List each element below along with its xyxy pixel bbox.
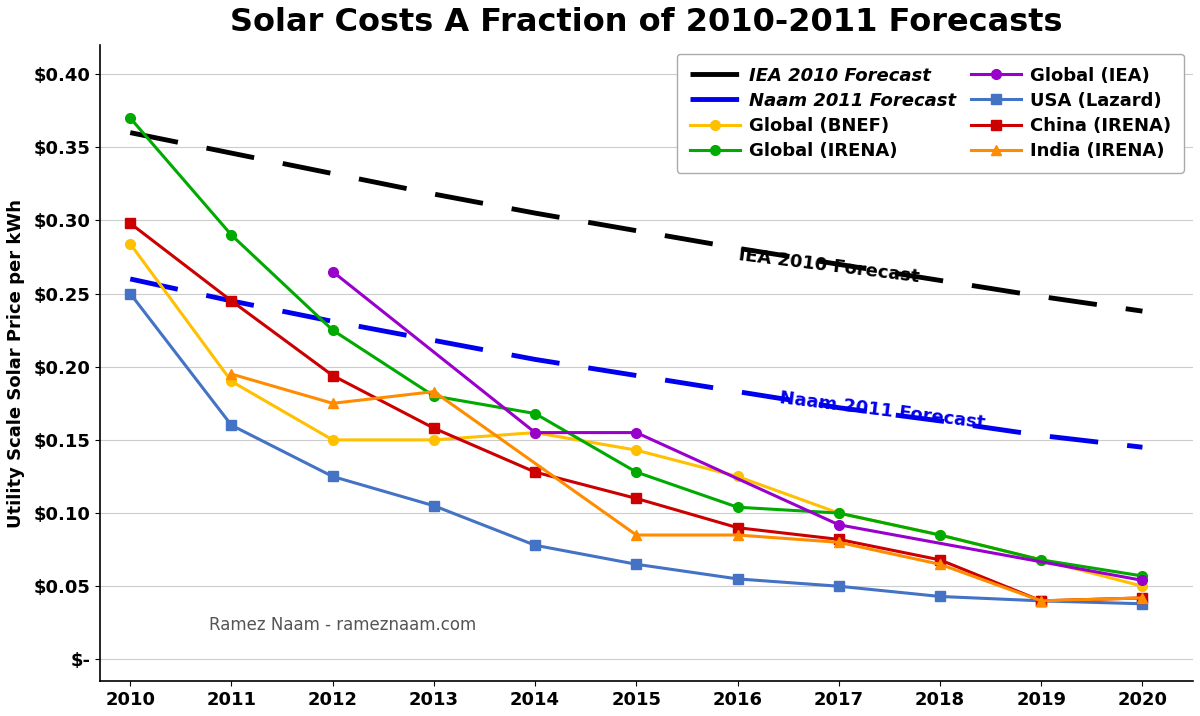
Global (IRENA)	[325, 326, 340, 334]
Naam 2011 Forecast	[427, 336, 442, 344]
Line: Naam 2011 Forecast: Naam 2011 Forecast	[131, 279, 1142, 448]
Global (BNEF)	[629, 446, 643, 455]
Global (IEA)	[629, 428, 643, 437]
Global (IRENA)	[528, 410, 542, 418]
Line: China (IRENA): China (IRENA)	[125, 218, 1147, 606]
Naam 2011 Forecast	[325, 317, 340, 326]
China (IRENA)	[932, 556, 947, 564]
Global (IRENA)	[427, 392, 442, 400]
USA (Lazard)	[731, 575, 745, 584]
China (IRENA)	[124, 219, 138, 228]
IEA 2010 Forecast	[731, 244, 745, 253]
IEA 2010 Forecast	[124, 128, 138, 137]
Text: Naam 2011 Forecast: Naam 2011 Forecast	[778, 389, 985, 432]
Global (IEA)	[325, 267, 340, 276]
Naam 2011 Forecast	[1135, 443, 1150, 452]
Naam 2011 Forecast	[124, 275, 138, 284]
Global (BNEF)	[224, 377, 239, 386]
China (IRENA)	[731, 523, 745, 532]
Global (IRENA)	[124, 114, 138, 122]
China (IRENA)	[528, 468, 542, 476]
Global (BNEF)	[528, 428, 542, 437]
Naam 2011 Forecast	[629, 371, 643, 379]
Global (IEA)	[528, 428, 542, 437]
Global (BNEF)	[1034, 556, 1049, 564]
Line: USA (Lazard): USA (Lazard)	[125, 289, 1147, 609]
USA (Lazard)	[124, 289, 138, 298]
Line: Global (IEA): Global (IEA)	[328, 267, 1147, 585]
Title: Solar Costs A Fraction of 2010-2011 Forecasts: Solar Costs A Fraction of 2010-2011 Fore…	[230, 7, 1063, 38]
Global (BNEF)	[124, 240, 138, 248]
Global (IEA)	[1135, 576, 1150, 585]
USA (Lazard)	[224, 421, 239, 430]
IEA 2010 Forecast	[1034, 292, 1049, 301]
IEA 2010 Forecast	[528, 209, 542, 218]
India (IRENA)	[932, 560, 947, 569]
USA (Lazard)	[325, 472, 340, 480]
China (IRENA)	[427, 424, 442, 432]
Text: Ramez Naam - rameznaam.com: Ramez Naam - rameznaam.com	[209, 616, 476, 634]
IEA 2010 Forecast	[224, 149, 239, 158]
China (IRENA)	[1135, 594, 1150, 602]
IEA 2010 Forecast	[1135, 307, 1150, 316]
Line: IEA 2010 Forecast: IEA 2010 Forecast	[131, 132, 1142, 311]
India (IRENA)	[224, 369, 239, 378]
India (IRENA)	[832, 538, 846, 546]
China (IRENA)	[1034, 596, 1049, 605]
Line: Global (IRENA): Global (IRENA)	[125, 113, 1147, 581]
Global (BNEF)	[932, 531, 947, 539]
IEA 2010 Forecast	[427, 190, 442, 198]
Global (IRENA)	[629, 468, 643, 476]
Global (IRENA)	[224, 231, 239, 239]
USA (Lazard)	[1135, 599, 1150, 608]
Naam 2011 Forecast	[224, 296, 239, 305]
Naam 2011 Forecast	[932, 417, 947, 425]
Global (BNEF)	[1135, 582, 1150, 591]
Global (IRENA)	[1135, 571, 1150, 580]
USA (Lazard)	[1034, 596, 1049, 605]
Global (BNEF)	[731, 472, 745, 480]
IEA 2010 Forecast	[629, 226, 643, 235]
India (IRENA)	[629, 531, 643, 539]
Global (BNEF)	[832, 509, 846, 518]
Naam 2011 Forecast	[528, 355, 542, 364]
Legend: IEA 2010 Forecast, Naam 2011 Forecast, Global (BNEF), Global (IRENA), Global (IE: IEA 2010 Forecast, Naam 2011 Forecast, G…	[677, 54, 1184, 173]
Global (IEA)	[832, 521, 846, 529]
USA (Lazard)	[932, 592, 947, 601]
Line: India (IRENA): India (IRENA)	[227, 369, 1147, 606]
India (IRENA)	[1135, 594, 1150, 602]
IEA 2010 Forecast	[832, 260, 846, 268]
IEA 2010 Forecast	[325, 169, 340, 178]
Naam 2011 Forecast	[1034, 431, 1049, 440]
Global (IRENA)	[832, 509, 846, 518]
Text: IEA 2010 Forecast: IEA 2010 Forecast	[738, 246, 920, 286]
USA (Lazard)	[427, 501, 442, 510]
China (IRENA)	[224, 296, 239, 305]
India (IRENA)	[325, 399, 340, 407]
India (IRENA)	[1034, 596, 1049, 605]
USA (Lazard)	[832, 582, 846, 591]
China (IRENA)	[629, 494, 643, 503]
USA (Lazard)	[528, 541, 542, 550]
China (IRENA)	[832, 535, 846, 543]
India (IRENA)	[427, 387, 442, 396]
Naam 2011 Forecast	[832, 403, 846, 412]
USA (Lazard)	[629, 560, 643, 569]
Y-axis label: Utility Scale Solar Price per kWh: Utility Scale Solar Price per kWh	[7, 198, 25, 528]
Naam 2011 Forecast	[731, 387, 745, 396]
China (IRENA)	[325, 371, 340, 379]
Global (IRENA)	[731, 503, 745, 511]
Global (BNEF)	[427, 435, 442, 444]
Global (BNEF)	[325, 435, 340, 444]
Global (IRENA)	[1034, 556, 1049, 564]
IEA 2010 Forecast	[932, 276, 947, 285]
India (IRENA)	[731, 531, 745, 539]
Global (IRENA)	[932, 531, 947, 539]
Line: Global (BNEF): Global (BNEF)	[125, 239, 1147, 591]
